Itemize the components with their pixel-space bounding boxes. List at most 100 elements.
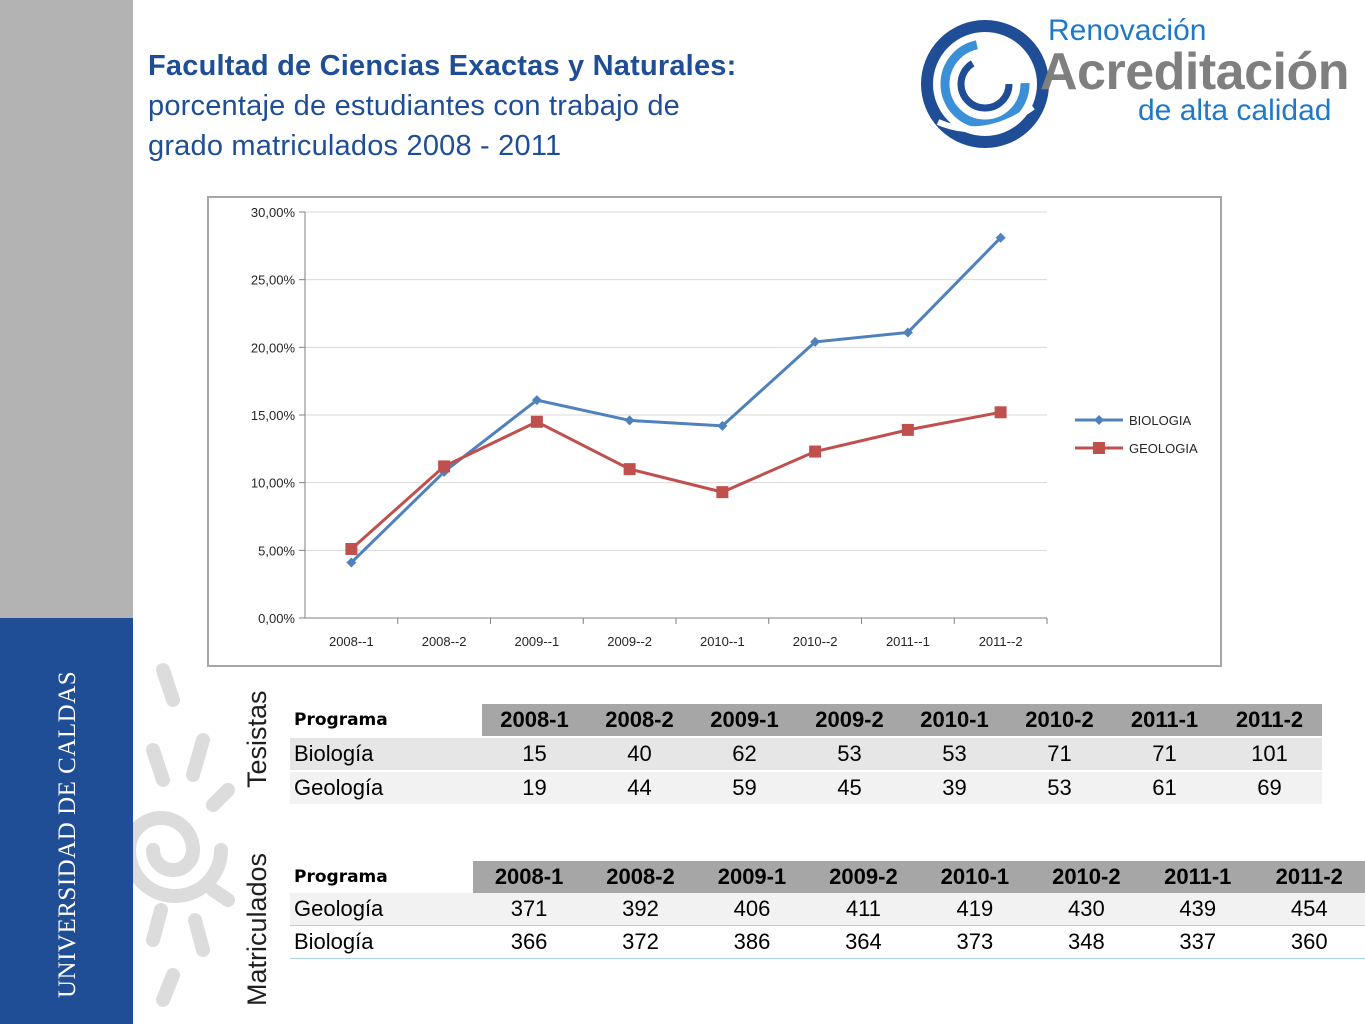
data-point-biologia <box>902 327 913 338</box>
data-point-geologia <box>623 463 636 476</box>
period-header: 2011-1 <box>1142 861 1254 893</box>
table-cell: 372 <box>584 925 697 959</box>
data-point-geologia <box>345 542 358 555</box>
line-chart-panel: 0,00% 5,00% 10,00% 15,00% 20,00% 25,00% 30,00%… <box>207 196 1222 667</box>
table-cell: 69 <box>1217 770 1322 804</box>
table-cell: 430 <box>1030 893 1143 926</box>
table-cell: 406 <box>696 893 808 926</box>
period-header: 2010-2 <box>1030 861 1143 893</box>
data-point-biologia <box>531 395 542 406</box>
table-cell: 348 <box>1030 925 1143 959</box>
program-name: Geología <box>290 770 482 804</box>
table-cell: 366 <box>473 925 585 959</box>
title-line-1: Facultad de Ciencias Exactas y Naturales… <box>148 50 737 82</box>
period-header: 2008-1 <box>473 861 585 893</box>
data-point-biologia <box>346 557 357 568</box>
table-cell: 59 <box>692 770 797 804</box>
matriculados-header-row: Programa 2008-1 2008-2 2009-1 2009-2 201… <box>290 861 1365 893</box>
x-tick-label: 2008--1 <box>329 634 374 649</box>
page-title: Facultad de Ciencias Exactas y Naturales… <box>148 46 918 166</box>
logo-swirl-icon <box>921 20 1049 148</box>
y-tick-label: 10,00% <box>251 476 296 491</box>
table-row: Geología 371 392 406 411 419 430 439 454 <box>290 893 1365 926</box>
period-header: 2009-1 <box>692 704 797 737</box>
series-line-biologia <box>350 236 1002 564</box>
title-line-3: grado matriculados 2008 - 2011 <box>148 130 562 162</box>
series-line-geologia <box>350 410 1001 551</box>
tesistas-label: Tesistas <box>242 690 272 788</box>
table-cell: 39 <box>902 770 1007 804</box>
y-tick-label: 25,00% <box>251 273 296 288</box>
data-point-geologia <box>716 486 729 499</box>
x-tick-label: 2008--2 <box>422 634 467 649</box>
table-cell: 44 <box>587 770 692 804</box>
table-cell: 15 <box>482 736 587 771</box>
x-tick-label: 2009--2 <box>607 634 652 649</box>
sun-spiral-decoration <box>133 663 235 1007</box>
program-name: Biología <box>290 925 474 959</box>
table-cell: 411 <box>807 893 920 926</box>
y-tick-label: 5,00% <box>258 543 295 558</box>
period-header: 2008-1 <box>482 704 587 737</box>
period-header: 2010-1 <box>902 704 1007 737</box>
table-cell: 454 <box>1253 893 1365 926</box>
legend-marker <box>1093 442 1105 454</box>
table-cell: 71 <box>1112 736 1217 771</box>
university-name: UNIVERSIDAD DE CALDAS <box>54 670 81 998</box>
x-tick-label: 2011--1 <box>886 634 930 649</box>
period-header: 2009-1 <box>696 861 808 893</box>
tesistas-table: Programa 2008-1 2008-2 2009-1 2009-2 201… <box>290 704 1322 804</box>
tesistas-header-row: Programa 2008-1 2008-2 2009-1 2009-2 201… <box>290 704 1322 737</box>
x-tick-label: 2009--1 <box>514 634 559 649</box>
title-line-2: porcentaje de estudiantes con trabajo de <box>148 90 680 122</box>
legend-label: GEOLOGIA <box>1129 441 1198 456</box>
logo-text-acreditacion: Acreditación <box>1040 43 1349 101</box>
table-cell: 101 <box>1217 736 1322 771</box>
table-cell: 53 <box>797 736 902 771</box>
period-header: 2009-2 <box>807 861 920 893</box>
period-header: 2011-1 <box>1112 704 1217 737</box>
table-cell: 364 <box>807 925 920 959</box>
data-point-geologia <box>438 460 451 473</box>
period-header: 2011-2 <box>1253 861 1365 893</box>
period-header: 2010-2 <box>1007 704 1112 737</box>
table-row: Geología 19 44 59 45 39 53 61 69 <box>290 770 1322 804</box>
line-chart: 0,00% 5,00% 10,00% 15,00% 20,00% 25,00% 30,00%… <box>251 205 1198 649</box>
sidebar-top-panel <box>0 0 133 618</box>
program-header: Programa <box>290 861 474 893</box>
data-point-biologia <box>624 415 635 426</box>
table-cell: 40 <box>587 736 692 771</box>
data-point-geologia <box>901 423 914 436</box>
table-cell: 53 <box>902 736 1007 771</box>
table-cell: 71 <box>1007 736 1112 771</box>
table-cell: 19 <box>482 770 587 804</box>
data-point-geologia <box>994 406 1007 419</box>
y-tick-label: 20,00% <box>251 340 296 355</box>
table-cell: 53 <box>1007 770 1112 804</box>
program-name: Biología <box>290 736 482 771</box>
program-header: Programa <box>290 704 482 737</box>
logo-text-renovacion: Renovación <box>1048 14 1207 47</box>
period-header: 2011-2 <box>1217 704 1322 737</box>
table-cell: 392 <box>584 893 697 926</box>
table-cell: 45 <box>797 770 902 804</box>
sidebar-bottom-panel <box>0 618 133 1024</box>
logo-text-alta-calidad: de alta calidad <box>1138 94 1332 127</box>
table-row: Biología 15 40 62 53 53 71 71 101 <box>290 736 1322 771</box>
table-cell: 419 <box>919 893 1031 926</box>
period-header: 2008-2 <box>587 704 692 737</box>
data-point-geologia <box>809 445 822 458</box>
program-name: Geología <box>290 893 474 926</box>
y-tick-label: 0,00% <box>258 611 295 626</box>
table-cell: 61 <box>1112 770 1217 804</box>
y-tick-label: 15,00% <box>251 408 296 423</box>
y-tick-label: 30,00% <box>251 205 296 220</box>
data-point-biologia <box>995 232 1006 243</box>
table-cell: 360 <box>1253 925 1365 959</box>
matriculados-label: Matriculados <box>242 852 272 1006</box>
table-cell: 373 <box>919 925 1031 959</box>
matriculados-table: Programa 2008-1 2008-2 2009-1 2009-2 201… <box>290 861 1365 959</box>
x-tick-label: 2011--2 <box>979 634 1023 649</box>
table-row: Biología 366 372 386 364 373 348 337 360 <box>290 925 1365 959</box>
x-tick-label: 2010--1 <box>700 634 745 649</box>
